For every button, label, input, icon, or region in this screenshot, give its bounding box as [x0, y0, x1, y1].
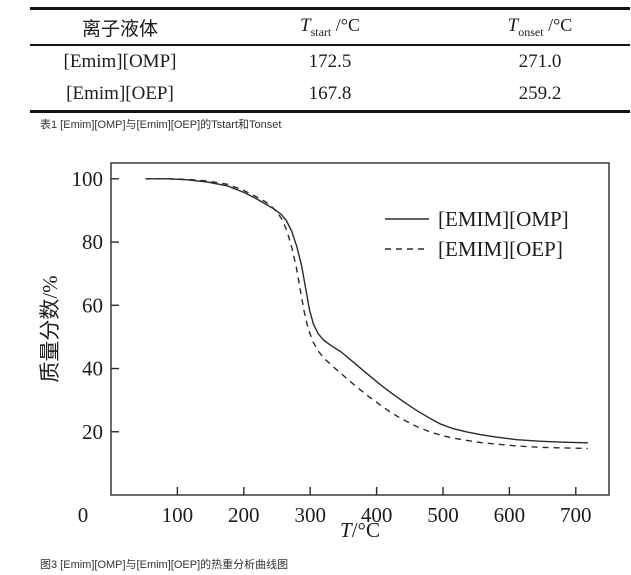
- x-axis-label: T/°C: [340, 518, 380, 542]
- tonset-unit: /°C: [543, 14, 573, 35]
- cell-tonset: 271.0: [518, 51, 562, 72]
- thermal-data-table-wrap: 离子液体 Tstart /°C Tonset /°C [Emim][OMP] 1…: [30, 7, 630, 113]
- figure-caption: 图3 [Emim][OMP]与[Emim][OEP]的热重分析曲线图: [40, 559, 289, 571]
- origin-tick-label: 0: [78, 503, 89, 527]
- y-axis-label: 质量分数/%: [38, 275, 62, 382]
- col-header-ionic-liquid: 离子液体: [30, 8, 210, 46]
- y-tick-label: 80: [82, 230, 103, 254]
- cell-tonset: 259.2: [518, 83, 562, 104]
- table-row: [Emim][OMP] 172.5 271.0: [30, 45, 630, 78]
- col-header-tstart: Tstart /°C: [210, 8, 450, 46]
- tstart-subscript: start: [310, 24, 332, 39]
- table-row: [Emim][OEP] 167.8 259.2: [30, 78, 630, 112]
- tonset-symbol: T: [507, 14, 519, 36]
- x-tick-label: 600: [494, 503, 526, 527]
- y-tick-label: 60: [82, 293, 103, 317]
- x-tick-label: 500: [427, 503, 459, 527]
- legend-label: [EMIM][OEP]: [438, 237, 563, 261]
- x-tick-label: 200: [228, 503, 260, 527]
- tonset-subscript: onset: [518, 24, 544, 39]
- cell-tstart: 172.5: [308, 51, 352, 72]
- plot-frame: [110, 162, 610, 496]
- cell-tstart: 167.8: [308, 83, 352, 104]
- y-tick-label: 40: [82, 357, 103, 381]
- table-caption: 表1 [Emim][OMP]与[Emim][OEP]的Tstart和Tonset: [40, 119, 282, 131]
- y-tick-label: 20: [82, 420, 103, 444]
- x-tick-label: 300: [294, 503, 326, 527]
- series-dashed: [145, 178, 588, 450]
- col-header-tonset: Tonset /°C: [450, 8, 630, 46]
- tstart-symbol: T: [300, 14, 311, 36]
- tstart-unit: /°C: [331, 14, 360, 35]
- tga-chart: 100 200 300 400 500 600 700 0 20 40 60 80 100 T/°C 质量分…: [38, 162, 610, 542]
- x-tick-label: 700: [560, 503, 592, 527]
- x-tick-label: 100: [162, 503, 194, 527]
- table-header-row: 离子液体 Tstart /°C Tonset /°C: [30, 8, 630, 46]
- legend-label: [EMIM][OMP]: [438, 207, 569, 231]
- x-tick-label: 400: [361, 503, 393, 527]
- cell-liquid: [Emim][OEP]: [66, 83, 174, 104]
- thermal-data-table: 离子液体 Tstart /°C Tonset /°C [Emim][OMP] 1…: [30, 7, 630, 113]
- series-solid: [145, 178, 588, 444]
- cell-liquid: [Emim][OMP]: [63, 51, 177, 72]
- y-tick-label: 100: [72, 167, 104, 191]
